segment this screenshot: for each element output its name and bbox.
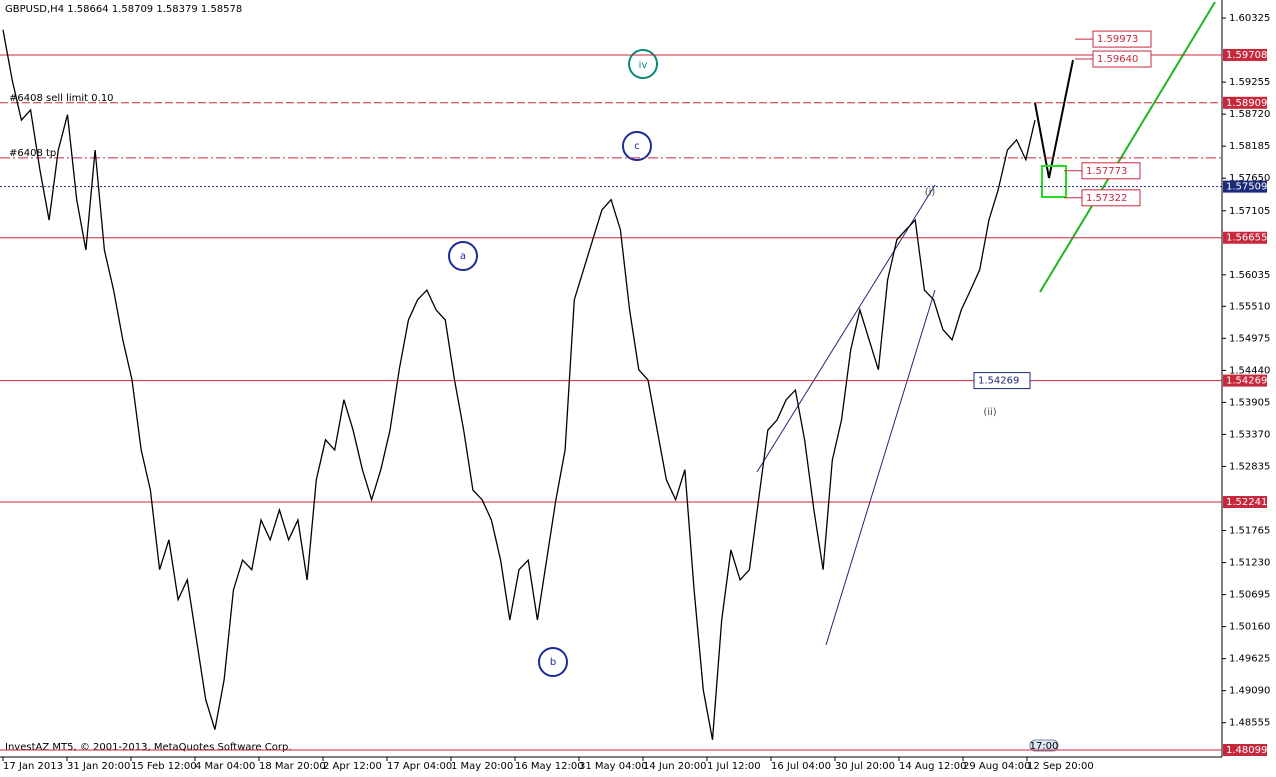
target-label: 1.59973 [1097,34,1138,45]
level-label: 1.59708 [1226,50,1267,61]
open: 1.58664 [67,4,108,15]
order-label: #6408 tp [9,148,56,159]
wedge-line [825,289,936,646]
x-tick-label: 2 Apr 12:00 [323,761,382,772]
x-tick-label: 1 May 20:00 [451,761,513,772]
level-label-box [1223,180,1267,193]
channel-line [1039,1,1216,293]
y-tick-label: 1.50160 [1229,622,1270,633]
y-tick-label: 1.50695 [1229,590,1270,601]
low: 1.58379 [156,4,197,15]
wave-circle [622,131,652,161]
x-tick-label: 15 Feb 12:00 [131,761,197,772]
wave-label: a [460,251,466,262]
level-label: 1.56655 [1226,233,1267,244]
level-label-box [1223,231,1267,244]
low-label: 1.54269 [978,376,1019,387]
wave-labels: iv c a b (i) (ii) [448,49,997,677]
x-tick-label: 17 Apr 04:00 [387,761,452,772]
y-tick-label: 1.59255 [1229,77,1270,88]
target-box [1081,189,1141,207]
level-label-box [1223,374,1267,387]
x-tick-label: 17 Jan 2013 [3,761,63,772]
symbol: GBPUSD,H4 [5,4,64,15]
close: 1.58578 [201,4,242,15]
y-tick-label: 1.48555 [1229,718,1270,729]
level-label: 1.57509 [1226,182,1267,193]
wave-label: iv [639,60,648,71]
y-tick-label: 1.49090 [1229,686,1270,697]
price-line [2,29,1036,740]
x-tick-label: 31 May 04:00 [579,761,648,772]
y-tick-label: 1.60325 [1229,13,1270,24]
y-tick-label: 1.51765 [1229,526,1270,537]
time-tag: 17:00 [1030,741,1059,752]
x-tick-label: 30 Jul 20:00 [835,761,895,772]
wave-circle [538,647,568,677]
y-tick-label: 1.57650 [1229,173,1270,184]
x-tick-label: 14 Jun 20:00 [643,761,707,772]
y-tick-label: 1.55510 [1229,301,1270,312]
x-tick-label: 18 Mar 20:00 [259,761,326,772]
target-box [1092,50,1152,68]
wedge-line [756,184,936,473]
level-label: 1.58909 [1226,98,1267,109]
copyright: InvestAZ MT5, © 2001-2013, MetaQuotes So… [5,742,291,753]
y-tick-label: 1.53905 [1229,397,1270,408]
wave-label: b [550,657,556,668]
y-tick-label: 1.58185 [1229,141,1270,152]
x-tick-label: 16 Jul 04:00 [771,761,831,772]
y-tick-label: 1.54975 [1229,333,1270,344]
wave-circle [448,241,478,271]
y-tick-label: 1.52835 [1229,461,1270,472]
y-tick-label: 1.49625 [1229,654,1270,665]
order-label: #6408 sell limit 0.10 [9,93,114,104]
x-tick-label: 4 Mar 04:00 [195,761,255,772]
x-tick-label: 1 Jul 12:00 [707,761,761,772]
low-box [973,372,1031,390]
wave-circle [628,49,658,79]
x-tick-label: 12 Sep 20:00 [1027,761,1094,772]
y-tick-label: 1.58720 [1229,109,1270,120]
level-label: 1.54269 [1226,376,1267,387]
time-tag-box [1029,739,1059,752]
level-label: 1.48099 [1226,745,1267,756]
y-tick-label: 1.53370 [1229,429,1270,440]
target-box [1081,162,1141,180]
target-box [1092,30,1152,48]
wave-label: (i) [925,187,936,198]
high: 1.58709 [112,4,153,15]
target-label: 1.57773 [1086,166,1127,177]
x-tick-label: 16 May 12:00 [515,761,584,772]
wave-label: (ii) [983,407,996,418]
y-tick-label: 1.51230 [1229,558,1270,569]
target-label: 1.57322 [1086,193,1127,204]
target-box [1041,165,1067,198]
x-tick-label: 31 Jan 20:00 [67,761,130,772]
wave-label: c [634,141,640,152]
level-label-box [1223,743,1267,756]
projection-path [1034,59,1074,179]
target-label: 1.59640 [1097,54,1138,65]
y-tick-label: 1.54440 [1229,365,1270,376]
level-label-box [1223,48,1267,61]
x-tick-label: 14 Aug 12:00 [899,761,966,772]
x-tick-label: 29 Aug 04:00 [963,761,1030,772]
header: GBPUSD,H4 1.58664 1.58709 1.58379 1.5857… [5,4,242,15]
level-label: 1.52241 [1226,497,1267,508]
level-label-box [1223,96,1267,109]
level-label-box [1223,496,1267,509]
y-tick-label: 1.57105 [1229,206,1270,217]
y-tick-label: 1.56035 [1229,270,1270,281]
